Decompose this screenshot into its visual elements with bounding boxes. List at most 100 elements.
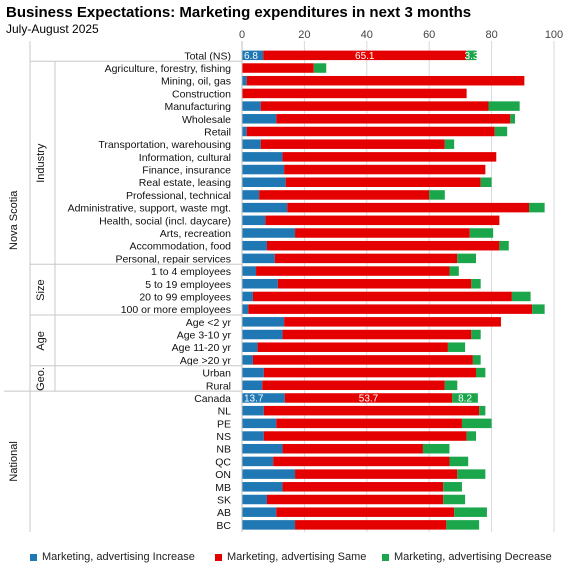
bar-same — [282, 152, 497, 162]
bar-decrease — [313, 63, 327, 73]
bar-same — [266, 240, 500, 251]
bar-increase — [242, 367, 264, 378]
subgroup-label: Industry — [35, 143, 47, 183]
category-label: Health, social (incl. daycare) — [99, 215, 231, 227]
category-label: Personal, repair services — [115, 253, 231, 265]
bar-same — [295, 228, 470, 238]
bar-same — [295, 520, 447, 530]
bar-decrease — [457, 469, 486, 479]
bar-increase — [242, 507, 277, 517]
category-label: Urban — [202, 368, 231, 380]
bar-increase — [242, 240, 267, 251]
bar-increase — [242, 456, 274, 467]
bar-increase — [242, 355, 253, 365]
bar-increase — [242, 279, 278, 289]
bar-decrease — [471, 329, 481, 340]
bar-same — [276, 114, 511, 124]
bar-same — [263, 405, 480, 416]
bar-increase — [242, 190, 260, 200]
bar-same — [284, 317, 501, 327]
bar-decrease — [499, 240, 509, 251]
category-label: NL — [218, 406, 232, 418]
bar-decrease — [532, 304, 545, 314]
category-label: Information, cultural — [139, 152, 231, 164]
category-label: Construction — [172, 88, 231, 100]
bar-same — [277, 279, 472, 289]
bar-decrease — [494, 126, 508, 137]
category-label: Wholesale — [182, 114, 231, 126]
category-label: BC — [216, 520, 231, 532]
bar-same — [260, 139, 445, 149]
category-label: Canada — [194, 393, 231, 405]
group-label: National — [8, 441, 20, 481]
category-label: Age 11-20 yr — [172, 342, 232, 354]
legend-swatch-increase — [30, 553, 37, 561]
bar-increase — [242, 177, 286, 187]
data-label: 8.2 — [458, 394, 472, 405]
data-label: 65.1 — [355, 51, 375, 62]
bar-same — [285, 177, 481, 187]
bar-increase — [242, 202, 288, 213]
bar-increase — [242, 164, 285, 175]
bar-decrease — [447, 342, 466, 352]
bar-decrease — [466, 431, 476, 441]
bar-increase — [242, 317, 285, 327]
bar-same — [295, 469, 458, 479]
bar-increase — [242, 418, 277, 429]
legend-swatch-decrease — [382, 553, 389, 561]
bar-decrease — [422, 443, 450, 454]
data-label: 53.7 — [359, 394, 379, 405]
bar-same — [252, 355, 473, 365]
bar-increase — [242, 75, 247, 86]
bar-increase — [242, 494, 267, 505]
bar-decrease — [479, 405, 486, 416]
category-label: Age >20 yr — [180, 355, 232, 367]
x-tick-label: 0 — [239, 29, 245, 41]
bar-increase — [242, 405, 264, 416]
bar-increase — [242, 50, 264, 61]
bar-decrease — [457, 253, 476, 264]
category-label: Retail — [204, 126, 231, 138]
bar-increase — [242, 101, 261, 111]
category-label: Transportation, warehousing — [98, 139, 231, 151]
bar-increase — [242, 520, 296, 530]
bar-increase — [242, 304, 249, 314]
bar-same — [265, 215, 500, 226]
data-label: 3.3 — [465, 51, 479, 62]
bar-increase — [242, 329, 283, 340]
bar-same — [263, 50, 467, 61]
bar-same — [242, 63, 314, 73]
bar-same — [242, 88, 467, 99]
x-tick-label: 100 — [545, 29, 563, 41]
bar-decrease — [452, 393, 478, 403]
bar-increase — [242, 342, 258, 352]
bar-decrease — [488, 101, 520, 111]
category-label: 1 to 4 employees — [151, 266, 231, 278]
bar-increase — [242, 431, 264, 441]
bar-increase — [242, 152, 283, 162]
category-label: Rural — [206, 380, 231, 392]
category-label: PE — [217, 418, 231, 430]
subgroup-label: Geo. — [35, 367, 47, 391]
x-tick-label: 80 — [485, 29, 497, 41]
bar-increase — [242, 139, 261, 149]
bar-decrease — [466, 50, 477, 61]
bar-decrease — [510, 114, 515, 124]
x-tick-label: 60 — [423, 29, 435, 41]
bar-decrease — [476, 367, 486, 378]
legend-item-same: Marketing, advertising Same — [215, 551, 366, 563]
category-label: 20 to 99 employees — [139, 291, 231, 303]
x-tick-label: 20 — [298, 29, 310, 41]
data-label: 13.7 — [244, 394, 264, 405]
bar-same — [282, 443, 423, 454]
category-label: AB — [217, 507, 231, 519]
bar-increase — [242, 215, 266, 226]
category-label: Finance, insurance — [142, 165, 231, 177]
bar-decrease — [443, 494, 466, 505]
category-label: Arts, recreation — [160, 228, 231, 240]
bar-same — [257, 342, 448, 352]
bar-same — [252, 291, 512, 302]
category-label: QC — [215, 456, 231, 468]
bar-decrease — [449, 456, 469, 467]
chart-subtitle: July-August 2025 — [6, 22, 99, 36]
